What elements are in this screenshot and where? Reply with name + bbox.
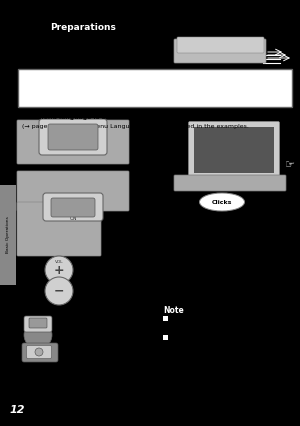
Text: +: + bbox=[54, 264, 64, 276]
FancyBboxPatch shape bbox=[17, 202, 101, 256]
Circle shape bbox=[45, 256, 73, 284]
FancyBboxPatch shape bbox=[48, 124, 98, 150]
Ellipse shape bbox=[200, 193, 244, 211]
Circle shape bbox=[45, 277, 73, 305]
FancyBboxPatch shape bbox=[17, 120, 129, 164]
FancyBboxPatch shape bbox=[194, 127, 274, 173]
Text: Basic Operations: Basic Operations bbox=[6, 217, 10, 253]
Text: 12: 12 bbox=[10, 405, 26, 415]
Bar bbox=[0, 185, 16, 285]
FancyBboxPatch shape bbox=[29, 318, 47, 328]
FancyBboxPatch shape bbox=[26, 345, 52, 359]
FancyBboxPatch shape bbox=[43, 193, 103, 221]
Text: ON: ON bbox=[69, 216, 77, 221]
Text: VOL: VOL bbox=[55, 260, 63, 264]
Text: but you can change it to French or Spanish: but you can change it to French or Spani… bbox=[115, 115, 253, 120]
Circle shape bbox=[24, 321, 52, 349]
Circle shape bbox=[35, 348, 43, 356]
FancyBboxPatch shape bbox=[188, 121, 280, 179]
FancyBboxPatch shape bbox=[174, 175, 286, 191]
Text: Note: Note bbox=[163, 306, 184, 315]
FancyBboxPatch shape bbox=[174, 39, 266, 63]
FancyBboxPatch shape bbox=[24, 316, 52, 332]
FancyBboxPatch shape bbox=[22, 343, 58, 362]
Bar bbox=[163, 316, 168, 321]
Text: (→ page 37, Display—Menu Language). English is used in the examples.: (→ page 37, Display—Menu Language). Engl… bbox=[22, 124, 249, 129]
FancyBboxPatch shape bbox=[18, 69, 292, 107]
Text: The menu language is set to English,: The menu language is set to English, bbox=[22, 115, 152, 120]
FancyBboxPatch shape bbox=[177, 37, 264, 53]
FancyBboxPatch shape bbox=[39, 119, 107, 155]
Text: Clicks: Clicks bbox=[212, 199, 232, 204]
Text: −: − bbox=[54, 285, 64, 297]
FancyBboxPatch shape bbox=[17, 171, 129, 211]
Text: ☞: ☞ bbox=[285, 160, 295, 170]
Text: Preparations: Preparations bbox=[50, 23, 116, 32]
Bar bbox=[163, 335, 168, 340]
FancyBboxPatch shape bbox=[51, 198, 95, 217]
